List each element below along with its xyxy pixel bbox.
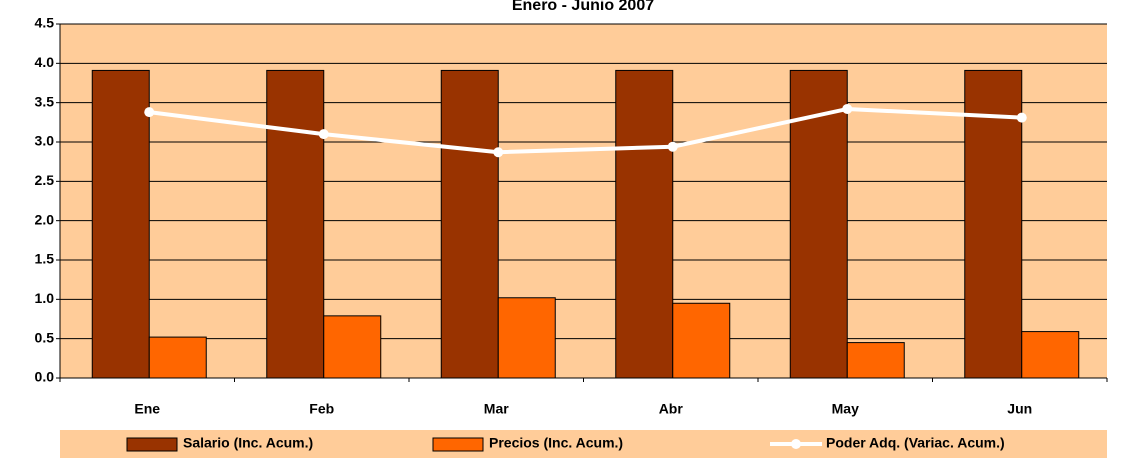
y-tick-label: 0.0 — [35, 369, 55, 385]
line-marker — [1016, 112, 1027, 123]
y-tick-label: 1.5 — [35, 251, 55, 267]
bar — [672, 302, 731, 379]
legend-swatch — [126, 437, 178, 452]
y-tick-label: 2.5 — [35, 172, 55, 188]
x-tick-label: Mar — [484, 401, 509, 417]
legend-label: Salario (Inc. Acum.) — [183, 435, 313, 451]
x-tick-label: May — [832, 401, 859, 417]
x-tick-label: Feb — [309, 401, 334, 417]
x-tick-label: Ene — [134, 401, 160, 417]
bar — [323, 315, 382, 379]
bar — [964, 69, 1023, 379]
y-tick-label: 4.0 — [35, 54, 55, 70]
line — [148, 106, 1022, 155]
line-marker — [493, 147, 504, 158]
plot-area — [60, 24, 1107, 378]
line-marker — [667, 141, 678, 152]
chart-title: Enero - Junio 2007 — [512, 0, 654, 14]
y-tick-label: 3.0 — [35, 133, 55, 149]
bar — [148, 336, 207, 379]
line-marker — [842, 103, 853, 114]
bar — [440, 69, 499, 379]
legend-swatch — [791, 439, 801, 449]
legend-label: Poder Adq. (Variac. Acum.) — [826, 435, 1005, 451]
bar — [497, 297, 556, 379]
bar — [266, 69, 325, 379]
x-tick-label: Abr — [659, 401, 684, 417]
bar — [846, 342, 905, 379]
y-tick-label: 1.0 — [35, 290, 55, 306]
line-marker — [144, 107, 155, 118]
y-tick-label: 3.5 — [35, 93, 55, 109]
bar — [615, 69, 674, 379]
x-tick-label: Jun — [1007, 401, 1032, 417]
bar — [91, 69, 150, 379]
y-tick-label: 2.0 — [35, 211, 55, 227]
legend-swatch — [432, 437, 484, 452]
legend-label: Precios (Inc. Acum.) — [489, 435, 623, 451]
line-marker — [318, 129, 329, 140]
y-tick-label: 0.5 — [35, 329, 55, 345]
bar — [789, 69, 848, 379]
legend — [60, 430, 1107, 458]
y-tick-label: 4.5 — [35, 15, 55, 31]
bar — [1021, 331, 1080, 379]
